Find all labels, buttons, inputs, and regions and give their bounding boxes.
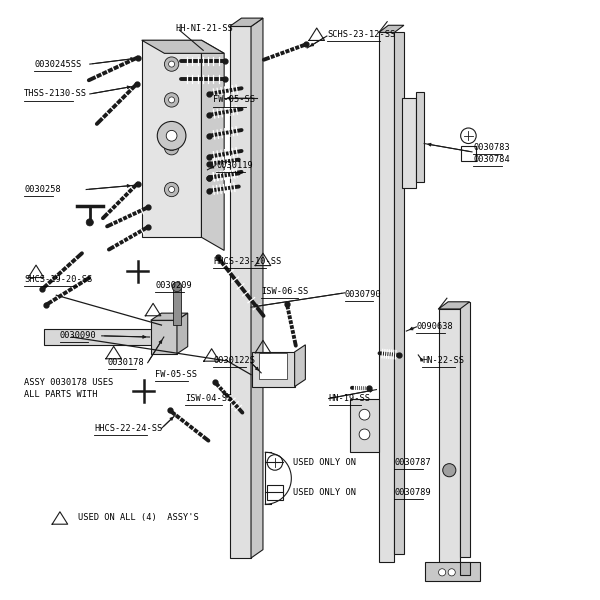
- Polygon shape: [177, 313, 188, 354]
- Bar: [461, 146, 476, 161]
- Circle shape: [443, 464, 456, 477]
- Polygon shape: [379, 25, 404, 32]
- Bar: [350, 398, 379, 452]
- Circle shape: [166, 130, 177, 141]
- Bar: [151, 320, 177, 354]
- Text: 0030784: 0030784: [473, 155, 510, 164]
- Circle shape: [164, 93, 179, 107]
- Bar: [439, 309, 460, 564]
- Text: ASSY 0030178 USES: ASSY 0030178 USES: [24, 378, 113, 387]
- Polygon shape: [142, 40, 224, 53]
- Text: 0030789: 0030789: [394, 488, 431, 497]
- Bar: [267, 485, 283, 500]
- Circle shape: [169, 187, 175, 193]
- Text: USED ONLY ON: USED ONLY ON: [293, 458, 356, 467]
- Text: USED ON ALL (4)  ASSY'S: USED ON ALL (4) ASSY'S: [78, 514, 199, 523]
- Text: 0090638: 0090638: [416, 322, 453, 331]
- Text: 0030787: 0030787: [394, 458, 431, 467]
- Text: THSS-2130-SS: THSS-2130-SS: [24, 89, 87, 98]
- Bar: [142, 40, 202, 237]
- Polygon shape: [230, 18, 263, 26]
- Text: HH-NI-21-SS: HH-NI-21-SS: [176, 24, 233, 33]
- Text: 0030790: 0030790: [345, 290, 382, 299]
- Text: HN-19-SS: HN-19-SS: [329, 394, 371, 403]
- Text: HN-22-SS: HN-22-SS: [422, 356, 464, 365]
- Circle shape: [164, 140, 179, 155]
- Text: ISW-06-SS: ISW-06-SS: [261, 287, 308, 296]
- Bar: [379, 32, 394, 562]
- Circle shape: [164, 57, 179, 71]
- Bar: [460, 562, 470, 575]
- Bar: [259, 353, 287, 379]
- Bar: [416, 92, 424, 182]
- Circle shape: [169, 145, 175, 151]
- Circle shape: [169, 61, 175, 67]
- Text: SCHS-23-12-SS: SCHS-23-12-SS: [327, 30, 395, 39]
- Bar: [460, 302, 470, 557]
- Bar: [401, 98, 416, 188]
- Bar: [251, 352, 295, 386]
- Text: 0030783: 0030783: [473, 143, 510, 152]
- Circle shape: [448, 569, 455, 576]
- Text: ALL PARTS WITH: ALL PARTS WITH: [24, 390, 98, 399]
- Polygon shape: [151, 313, 188, 320]
- Circle shape: [359, 429, 370, 440]
- Text: FW-05-SS: FW-05-SS: [214, 95, 256, 104]
- Bar: [394, 32, 404, 554]
- Text: 0030119: 0030119: [217, 161, 253, 170]
- Text: HHCS-22-24-SS: HHCS-22-24-SS: [94, 424, 162, 433]
- Text: 0030245SS: 0030245SS: [34, 59, 82, 68]
- Circle shape: [359, 409, 370, 420]
- Circle shape: [86, 219, 94, 226]
- Bar: [44, 329, 164, 345]
- Circle shape: [164, 182, 179, 197]
- Text: 0030209: 0030209: [155, 281, 192, 290]
- Text: 0030258: 0030258: [24, 185, 61, 194]
- Polygon shape: [202, 40, 224, 250]
- Text: 0030090: 0030090: [60, 331, 97, 340]
- Circle shape: [439, 569, 446, 576]
- Polygon shape: [439, 302, 470, 309]
- Text: USED ONLY ON: USED ONLY ON: [293, 488, 356, 497]
- Text: HHCS-23-10-SS: HHCS-23-10-SS: [214, 257, 281, 266]
- Bar: [230, 26, 251, 558]
- Circle shape: [157, 121, 186, 150]
- Text: ISW-04-SS: ISW-04-SS: [185, 394, 233, 403]
- Text: SHCS-19-20-SS: SHCS-19-20-SS: [24, 275, 92, 284]
- Bar: [173, 288, 181, 325]
- Text: 0030122S: 0030122S: [214, 356, 256, 365]
- Circle shape: [172, 282, 182, 292]
- Bar: [425, 562, 481, 581]
- Polygon shape: [295, 345, 305, 386]
- Circle shape: [169, 97, 175, 103]
- Text: 0030178: 0030178: [107, 358, 145, 367]
- Polygon shape: [251, 18, 263, 558]
- Text: FW-05-SS: FW-05-SS: [155, 370, 197, 379]
